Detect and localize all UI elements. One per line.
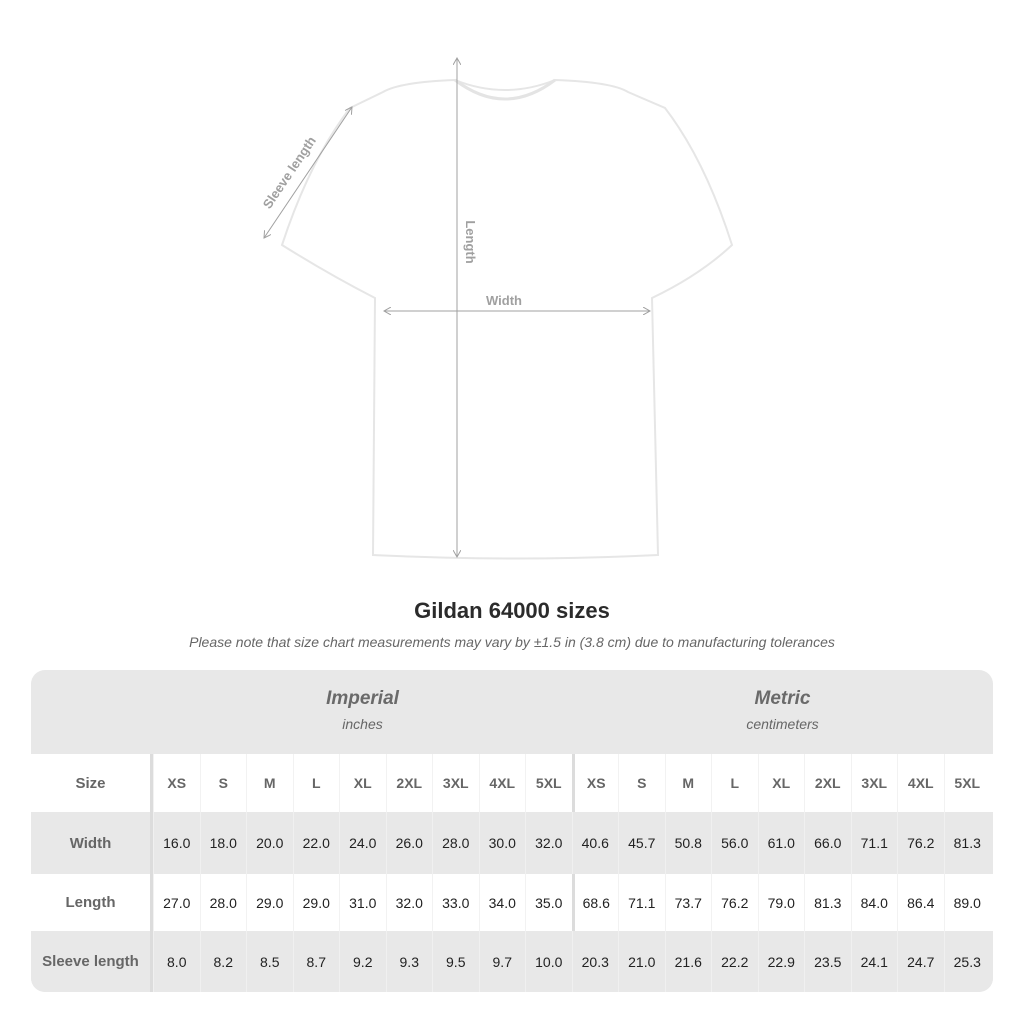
imperial-value-cell: 30.0 [478,812,526,874]
metric-value-cell: 56.0 [711,812,758,874]
imperial-value-cell: 29.0 [292,874,340,931]
metric-size-header: 2XL [804,754,851,812]
imperial-value-cell: 10.0 [525,931,572,992]
imperial-value-cell: 8.2 [199,931,247,992]
metric-size-header: L [711,754,758,812]
metric-value-cell: 21.0 [618,931,665,992]
tolerance-note: Please note that size chart measurements… [189,634,835,650]
imperial-value-cell: 18.0 [199,812,247,874]
imperial-value-cell: 29.0 [246,874,293,931]
metric-value-cell: 76.2 [711,874,758,931]
imperial-value-cell: 9.2 [339,931,386,992]
metric-value-cell: 40.6 [571,812,619,874]
metric-value-cell: 66.0 [804,812,851,874]
metric-value-cell: 21.6 [664,931,712,992]
metric-value-cell: 86.4 [897,874,944,931]
imperial-value-cell: 27.0 [153,874,200,931]
table-row: Sleeve length 8.0 8.2 8.5 8.7 9.2 9.3 9.5 9.7 10.… [31,931,993,992]
metric-value-cell: 81.3 [943,812,991,874]
imperial-size-header: XS [153,754,200,812]
row-label: Length [31,874,153,931]
imperial-size-header: M [246,754,293,812]
imperial-title: Imperial [326,688,399,709]
imperial-value-cell: 9.3 [385,931,433,992]
row-label: Size [31,754,153,812]
imperial-size-header: XL [339,754,386,812]
imperial-value-cell: 32.0 [385,874,433,931]
tshirt-diagram: Sleeve length Length Width [260,0,734,560]
imperial-value-cell: 34.0 [478,874,526,931]
metric-value-cell: 71.1 [850,812,898,874]
row-label: Sleeve length [31,931,153,992]
imperial-value-cell: 8.7 [292,931,340,992]
imperial-value-cell: 20.0 [246,812,293,874]
imperial-value-cell: 28.0 [199,874,247,931]
imperial-value-cell: 26.0 [385,812,433,874]
tshirt-shape [280,78,734,560]
imperial-value-cell: 9.7 [478,931,526,992]
metric-value-cell: 20.3 [571,931,619,992]
imperial-value-cell: 35.0 [525,874,572,931]
metric-size-header: 5XL [943,754,991,812]
metric-value-cell: 71.1 [618,874,665,931]
imperial-header: Imperial inches [153,670,572,754]
imperial-value-cell: 24.0 [339,812,386,874]
imperial-size-header: S [199,754,247,812]
metric-value-cell: 76.2 [897,812,944,874]
table-row: Width 16.0 18.0 20.0 22.0 24.0 26.0 28.0 30.0 32.… [31,812,993,874]
metric-value-cell: 24.1 [850,931,898,992]
imperial-value-cell: 22.0 [292,812,340,874]
imperial-value-cell: 28.0 [432,812,479,874]
metric-value-cell: 45.7 [618,812,665,874]
metric-value-cell: 50.8 [664,812,712,874]
metric-value-cell: 24.7 [897,931,944,992]
metric-value-cell: 61.0 [757,812,805,874]
metric-value-cell: 22.2 [711,931,758,992]
metric-size-header: S [618,754,665,812]
metric-size-header: 3XL [850,754,898,812]
metric-value-cell: 89.0 [943,874,991,931]
imperial-value-cell: 33.0 [432,874,479,931]
imperial-size-header: L [292,754,340,812]
imperial-size-header: 3XL [432,754,479,812]
metric-value-cell: 81.3 [804,874,851,931]
metric-subtitle: centimeters [746,716,819,732]
imperial-size-header: 5XL [525,754,572,812]
metric-size-header: M [664,754,712,812]
imperial-value-cell: 32.0 [525,812,572,874]
metric-value-cell: 23.5 [804,931,851,992]
imperial-value-cell: 16.0 [153,812,200,874]
metric-value-cell: 79.0 [757,874,805,931]
sleeve-length-line [264,107,352,238]
metric-value-cell: 25.3 [943,931,991,992]
metric-size-header: XL [757,754,805,812]
imperial-value-cell: 8.5 [246,931,293,992]
metric-header: Metric centimeters [572,670,993,754]
length-label: Length [463,220,478,263]
imperial-value-cell: 31.0 [339,874,386,931]
metric-value-cell: 68.6 [571,874,619,931]
metric-value-cell: 73.7 [664,874,712,931]
metric-value-cell: 84.0 [850,874,898,931]
imperial-subtitle: inches [342,716,383,732]
metric-value-cell: 22.9 [757,931,805,992]
table-row: Length 27.0 28.0 29.0 29.0 31.0 32.0 33.0 34.0 35… [31,874,993,931]
width-label: Width [486,293,522,308]
page-title: Gildan 64000 sizes [414,598,610,623]
table-row: Size XS S M L XL 2XL 3XL 4XL 5XL XS S M L XL 2XL 3XL 4XL 5… [31,754,993,812]
metric-title: Metric [754,688,811,709]
imperial-size-header: 2XL [385,754,433,812]
imperial-size-header: 4XL [478,754,526,812]
imperial-value-cell: 8.0 [153,931,200,992]
imperial-value-cell: 9.5 [432,931,479,992]
row-label: Width [31,812,153,874]
size-table: Imperial inches Metric centimeters Size X… [31,670,993,992]
metric-size-header: 4XL [897,754,944,812]
metric-size-header: XS [571,754,619,812]
